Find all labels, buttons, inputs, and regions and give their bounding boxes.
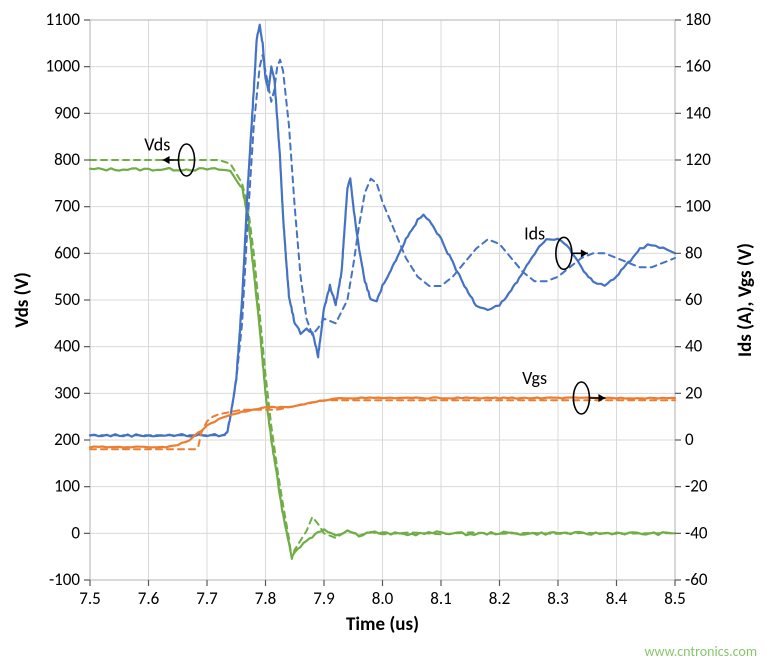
yright-tick: 120 xyxy=(685,149,711,170)
yleft-tick: 0 xyxy=(71,522,80,543)
yleft-tick: 1000 xyxy=(46,56,81,77)
x-tick: 8.3 xyxy=(547,588,569,609)
yright-tick: -20 xyxy=(685,476,708,497)
yright-axis-label: Ids (A), Vgs (V) xyxy=(734,243,757,357)
x-tick: 7.7 xyxy=(196,588,218,609)
yright-tick: 40 xyxy=(685,336,703,357)
yright-tick: 100 xyxy=(685,196,711,217)
chart-svg: -100010020030040050060070080090010001100… xyxy=(0,0,767,664)
yleft-tick: 400 xyxy=(54,336,80,357)
yleft-tick: 800 xyxy=(54,149,80,170)
yright-tick: -60 xyxy=(685,569,708,590)
yleft-tick: 200 xyxy=(54,429,80,450)
annotation-Ids: Ids xyxy=(524,222,545,244)
x-tick: 7.5 xyxy=(79,588,101,609)
x-tick: 7.8 xyxy=(255,588,277,609)
yright-tick: 140 xyxy=(685,102,711,123)
x-tick: 8.4 xyxy=(606,588,628,609)
yleft-tick: 900 xyxy=(54,102,80,123)
yleft-tick: 100 xyxy=(54,476,80,497)
yright-tick: 60 xyxy=(685,289,703,310)
yleft-axis-label: Vds (V) xyxy=(11,272,34,328)
x-tick: 8.0 xyxy=(372,588,394,609)
yright-tick: 180 xyxy=(685,9,711,30)
watermark: www.cntronics.com xyxy=(644,643,757,660)
yleft-tick: -100 xyxy=(49,569,80,590)
yleft-tick: 1100 xyxy=(46,9,81,30)
yleft-tick: 700 xyxy=(54,196,80,217)
x-tick: 8.5 xyxy=(664,588,686,609)
annotation-Vgs: Vgs xyxy=(522,367,547,389)
x-tick: 7.9 xyxy=(313,588,335,609)
x-tick: 8.1 xyxy=(430,588,452,609)
yright-tick: 160 xyxy=(685,56,711,77)
chart-container: -100010020030040050060070080090010001100… xyxy=(0,0,767,664)
yleft-tick: 500 xyxy=(54,289,80,310)
yleft-tick: 600 xyxy=(54,242,80,263)
yright-tick: 0 xyxy=(685,429,694,450)
yleft-tick: 300 xyxy=(54,382,80,403)
x-tick: 8.2 xyxy=(489,588,511,609)
x-tick: 7.6 xyxy=(138,588,160,609)
yright-tick: 20 xyxy=(685,382,703,403)
yright-tick: -40 xyxy=(685,522,708,543)
yright-tick: 80 xyxy=(685,242,703,263)
annotation-Vds: Vds xyxy=(144,134,170,156)
x-axis-label: Time (us) xyxy=(346,613,419,636)
